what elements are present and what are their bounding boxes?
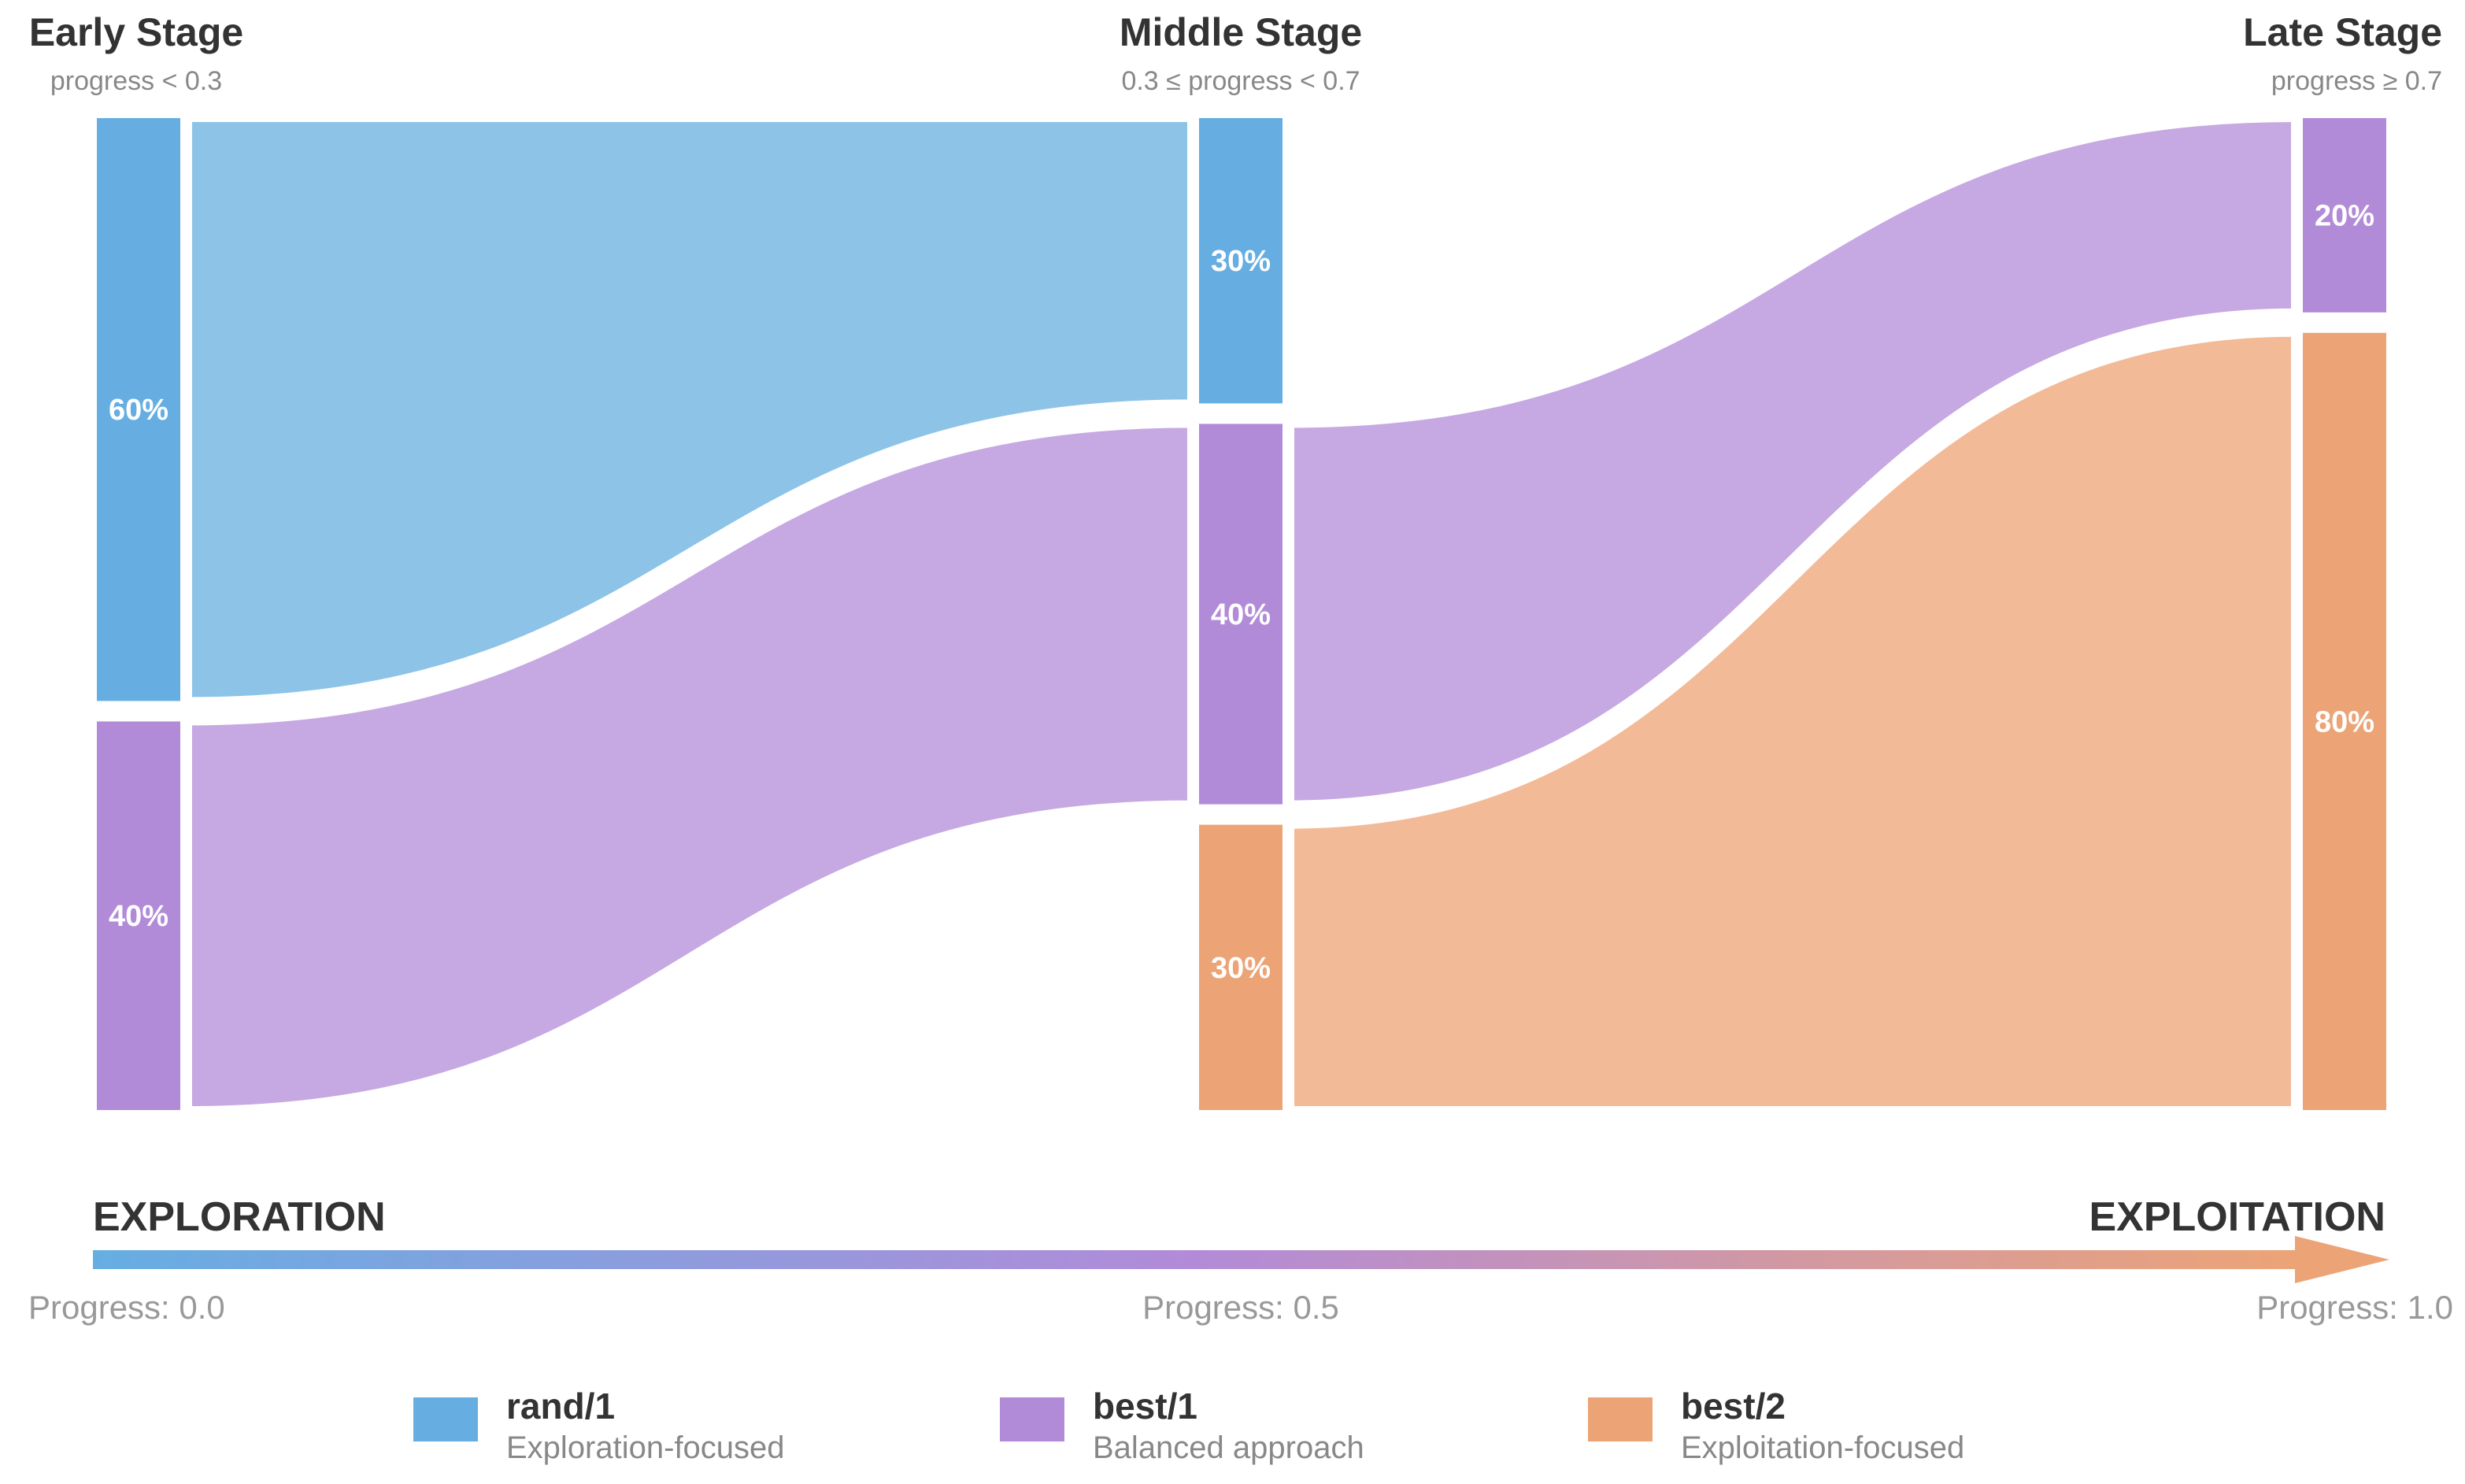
node-label-middle-rand1: 30%: [1211, 245, 1271, 278]
node-label-late-best2: 80%: [2315, 705, 2374, 738]
progress-tick-start: Progress: 0.0: [28, 1289, 225, 1326]
flows: [184, 113, 2299, 1115]
node-late-best1: [2303, 118, 2386, 313]
legend-desc-rand1: Exploration-focused: [506, 1430, 785, 1465]
flow-middle-best1-to-late-best1: [1286, 114, 2299, 809]
stage-title-late: Late Stage: [2243, 10, 2442, 54]
node-late-best2: [2303, 332, 2386, 1110]
legend-swatch-rand1: [413, 1397, 478, 1441]
progress-axis: EXPLORATION EXPLOITATION Progress: 0.0 P…: [28, 1194, 2453, 1326]
legend-desc-best1: Balanced approach: [1093, 1430, 1364, 1465]
strategy-nodes: 60% 40% 30% 40% 30% 20% 80%: [97, 118, 2386, 1110]
stage-headers: Early Stage progress < 0.3 Middle Stage …: [29, 10, 2442, 96]
node-label-late-best1: 20%: [2315, 199, 2374, 232]
progress-tick-middle: Progress: 0.5: [1142, 1289, 1339, 1326]
flow-middle-best2-to-late-best2: [1286, 328, 2299, 1115]
legend-name-best2: best/2: [1681, 1386, 1786, 1427]
stage-subtitle-late: progress ≥ 0.7: [2271, 66, 2442, 96]
legend: rand/1 Exploration-focused best/1 Balanc…: [413, 1386, 1964, 1465]
stage-subtitle-middle: 0.3 ≤ progress < 0.7: [1121, 66, 1360, 96]
progress-arrow-head: [2295, 1236, 2389, 1283]
progress-tick-end: Progress: 1.0: [2256, 1289, 2453, 1326]
legend-swatch-best1: [1000, 1397, 1064, 1441]
node-middle-rand1: [1199, 118, 1282, 404]
legend-name-best1: best/1: [1093, 1386, 1197, 1427]
legend-item-best1: best/1 Balanced approach: [1000, 1386, 1364, 1465]
flow-early-rand1-to-middle-rand1: [184, 113, 1195, 705]
legend-item-rand1: rand/1 Exploration-focused: [413, 1386, 785, 1465]
node-label-middle-best2: 30%: [1211, 952, 1271, 985]
node-label-early-best1: 40%: [109, 900, 168, 933]
node-early-best1: [97, 721, 180, 1110]
legend-item-best2: best/2 Exploitation-focused: [1588, 1386, 1964, 1465]
node-label-early-rand1: 60%: [109, 394, 168, 427]
exploration-label: EXPLORATION: [93, 1194, 386, 1240]
flow-early-best1-to-middle-best1: [184, 420, 1195, 1114]
node-middle-best2: [1199, 824, 1282, 1110]
stage-subtitle-early: progress < 0.3: [50, 66, 222, 96]
node-early-rand1: [97, 118, 180, 701]
legend-swatch-best2: [1588, 1397, 1653, 1441]
stage-title-middle: Middle Stage: [1120, 10, 1362, 54]
node-middle-best1: [1199, 424, 1282, 805]
legend-desc-best2: Exploitation-focused: [1681, 1430, 1964, 1465]
node-label-middle-best1: 40%: [1211, 598, 1271, 631]
legend-name-rand1: rand/1: [506, 1386, 615, 1427]
progress-gradient-bar: [93, 1250, 2297, 1269]
stage-title-early: Early Stage: [29, 10, 243, 54]
exploitation-label: EXPLOITATION: [2089, 1194, 2385, 1240]
